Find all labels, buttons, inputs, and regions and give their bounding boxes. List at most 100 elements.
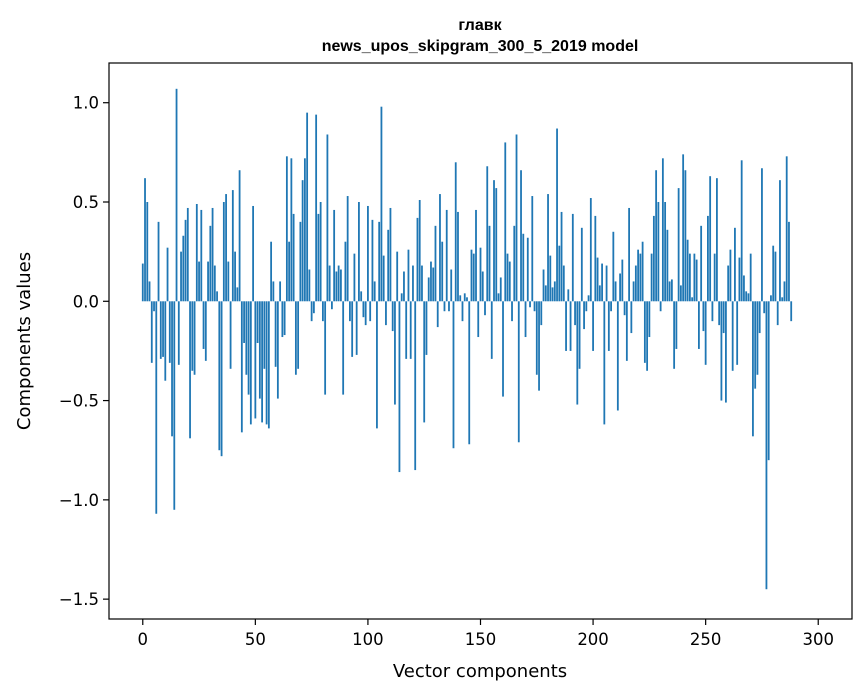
bar [236,287,239,302]
bar [729,249,732,302]
bar [340,269,342,302]
bar [218,301,221,451]
bar [544,285,547,302]
bar [231,190,234,302]
bar [535,301,538,375]
bar [477,301,480,338]
bar [698,301,700,349]
bar [601,263,603,302]
bar [324,301,327,395]
bar [716,178,718,302]
bar [317,213,320,302]
y-tick-label: −0.5 [59,392,99,411]
bar [668,281,671,302]
bar [373,281,376,302]
bar [538,301,540,391]
bar [551,287,554,302]
bar [484,301,486,316]
bar [700,225,703,302]
bar [189,301,191,439]
bar [479,247,482,302]
bar [400,293,403,302]
bar [754,301,757,389]
bar [637,249,640,302]
bar [346,196,349,302]
bar [364,301,367,326]
bar [740,160,743,302]
bar [321,301,324,322]
bar [504,142,507,302]
bar [616,301,619,411]
bar [677,188,680,302]
bar [761,168,763,302]
bar [184,219,187,302]
bar [299,221,302,302]
bar [725,301,727,403]
bar [407,249,410,302]
bar [470,249,473,302]
bar [454,162,457,302]
bar [734,227,736,302]
bar [166,247,169,302]
bar [634,265,637,302]
bar [468,301,471,445]
bar [220,301,223,457]
bar [713,253,716,302]
bar [177,301,180,365]
bar [256,301,259,343]
bar [382,255,385,302]
y-tick-label: −1.0 [59,491,99,510]
bar [207,261,209,302]
bar [234,251,236,302]
bar [443,301,446,312]
bar [702,301,705,332]
bar [646,301,649,371]
bar [216,291,218,302]
bar [254,301,257,419]
bar [153,301,155,312]
bar [394,301,396,405]
bar [549,255,552,302]
bar [720,301,723,401]
bar [448,301,450,312]
bar [240,301,243,433]
bar [576,301,579,405]
bar [409,301,412,359]
bar [749,253,752,302]
bar [423,301,426,423]
bar [693,253,696,302]
bar [643,301,646,363]
bar [425,301,428,355]
bar [603,301,606,425]
bar [315,114,318,302]
bar [779,180,781,302]
chart-title: главк [458,17,502,34]
bar [540,301,543,326]
bar [310,301,313,322]
bar [247,301,250,395]
bar [612,231,615,302]
bar [547,194,549,302]
bar [463,293,466,302]
bar [533,301,536,312]
bar [389,207,392,302]
bar [144,178,146,302]
bar [632,281,635,302]
bar [306,112,309,302]
bar [727,265,730,302]
bar [731,301,734,371]
bar [159,301,162,359]
bar [520,170,522,302]
bar [229,301,232,369]
bar [459,295,462,302]
bar [763,301,766,314]
bar [387,229,390,302]
bar [605,265,608,302]
bar [707,215,709,302]
bar [421,265,423,302]
bar [376,301,378,429]
bar [353,253,356,302]
bar [362,301,365,318]
bar [718,301,721,326]
